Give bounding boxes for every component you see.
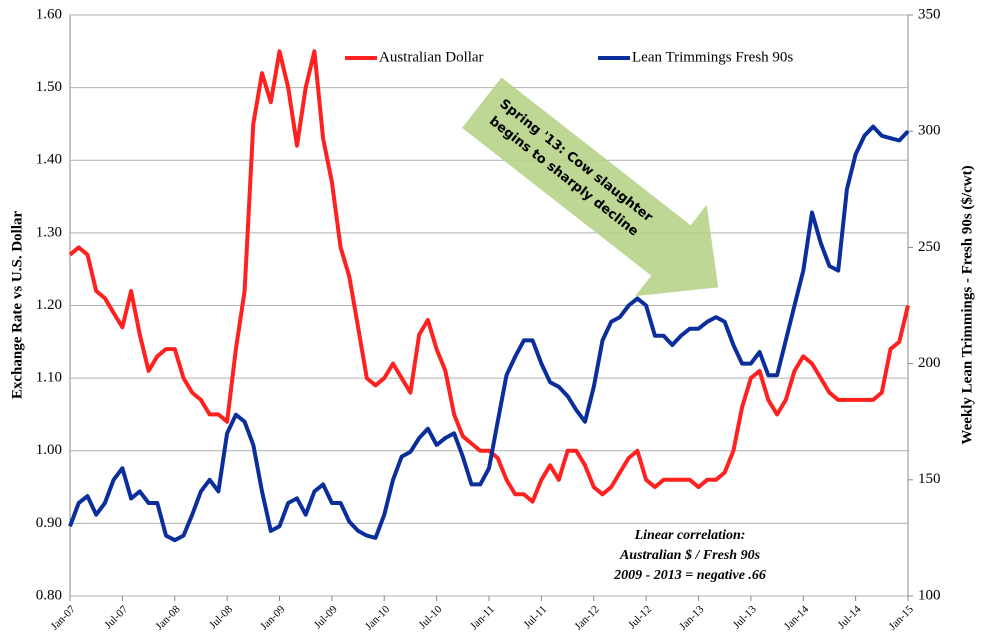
x-tick-label: Jan-12: [572, 603, 601, 632]
x-tick-label: Jan-08: [153, 603, 183, 633]
x-tick-label: Jan-13: [677, 603, 707, 633]
y-tick-label: 1.60: [36, 6, 62, 22]
x-tick-label: Jan-11: [468, 603, 497, 632]
x-tick-label: Jul-12: [626, 603, 654, 631]
x-tick-label: Jul-08: [207, 603, 235, 631]
x-tick-label: Jul-09: [312, 603, 340, 631]
y-tick-label: 1.00: [36, 442, 62, 458]
y-tick-label: 1.30: [36, 224, 62, 240]
y2-tick-label: 150: [918, 471, 941, 487]
x-tick-label: Jul-07: [102, 603, 130, 631]
y2-tick-label: 300: [918, 123, 941, 139]
y-axis-title: Exchange Rate vs U.S. Dollar: [9, 210, 25, 399]
x-tick-label: Jan-14: [782, 603, 812, 633]
correlation-note: 2009 - 2013 = negative .66: [613, 568, 766, 583]
y-tick-label: 0.80: [36, 587, 62, 603]
annotation-arrow: Spring '13: Cow slaughter begins to shar…: [462, 77, 719, 297]
y2-tick-label: 100: [918, 587, 941, 603]
arrow-shape: [462, 77, 719, 297]
x-tick-label: Jul-10: [417, 603, 445, 631]
legend-label: Australian Dollar: [379, 49, 484, 65]
correlation-note: Linear correlation:: [634, 528, 746, 543]
y-tick-label: 1.40: [36, 152, 62, 168]
y2-axis-title: Weekly Lean Trimmings - Fresh 90s ($/cwt…: [959, 165, 975, 444]
y-tick-label: 1.20: [36, 297, 62, 313]
y-tick-label: 1.50: [36, 79, 62, 95]
series-line: [68, 124, 910, 543]
x-tick-label: Jan-15: [887, 603, 917, 633]
y2-tick-label: 200: [918, 355, 941, 371]
x-tick-label: Jul-14: [836, 603, 864, 631]
x-tick-label: Jan-10: [363, 603, 393, 633]
x-tick-label: Jul-11: [522, 603, 550, 631]
x-tick-label: Jan-07: [49, 603, 79, 633]
y2-tick-label: 250: [918, 239, 941, 255]
series-line: [68, 49, 910, 504]
correlation-note: Australian $ / Fresh 90s: [619, 548, 761, 563]
y-tick-label: 0.90: [36, 515, 62, 531]
y2-tick-label: 350: [918, 6, 941, 22]
x-tick-label: Jul-13: [731, 603, 759, 631]
y-tick-label: 1.10: [36, 370, 62, 386]
legend-label: Lean Trimmings Fresh 90s: [632, 49, 793, 65]
x-tick-label: Jan-09: [258, 603, 288, 633]
